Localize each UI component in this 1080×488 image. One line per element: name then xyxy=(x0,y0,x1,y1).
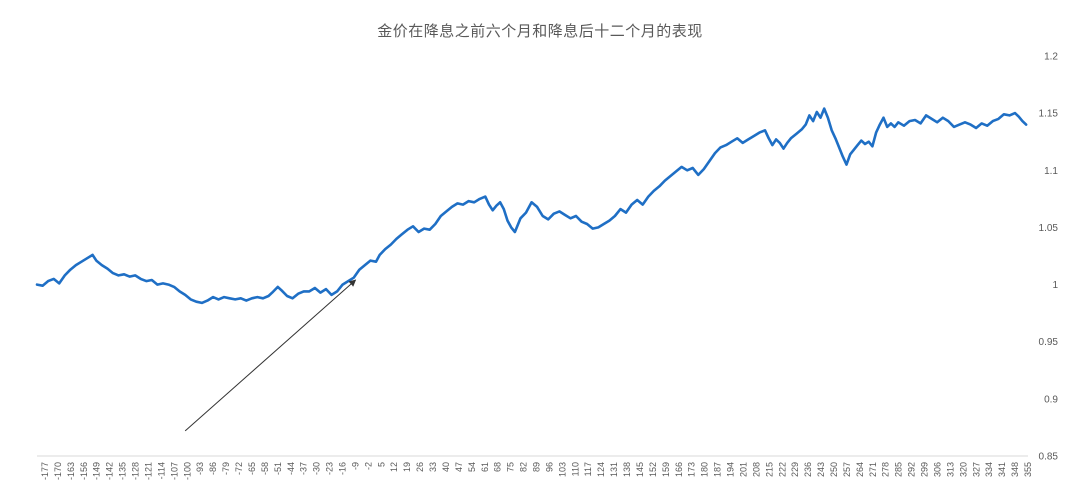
x-tick-label: -93 xyxy=(195,462,205,475)
y-tick-label: 0.9 xyxy=(1044,394,1058,405)
x-tick-label: -23 xyxy=(325,462,335,475)
x-tick-label: -142 xyxy=(105,462,115,480)
x-tick-label: 89 xyxy=(532,462,542,472)
x-tick-label: -51 xyxy=(273,462,283,475)
x-tick-label: 285 xyxy=(894,462,904,477)
x-tick-label: -170 xyxy=(53,462,63,480)
series-line xyxy=(35,107,1028,305)
x-tick-label: 201 xyxy=(738,462,748,477)
x-tick-label: -58 xyxy=(260,462,270,475)
y-tick-label: 1.15 xyxy=(1039,109,1059,120)
x-tick-label: 131 xyxy=(609,462,619,477)
x-tick-label: 68 xyxy=(493,462,503,472)
x-tick-label: 229 xyxy=(790,462,800,477)
x-tick-label: 138 xyxy=(622,462,632,477)
x-tick-label: -128 xyxy=(131,462,141,480)
x-tick-label: 110 xyxy=(570,462,580,476)
x-tick-label: 159 xyxy=(661,462,671,477)
x-tick-label: 327 xyxy=(971,462,981,477)
x-tick-label: 124 xyxy=(596,462,606,477)
x-tick-label: -79 xyxy=(221,462,231,475)
x-tick-label: 278 xyxy=(881,462,891,477)
x-tick-label: 222 xyxy=(777,462,787,477)
x-tick-label: -163 xyxy=(66,462,76,480)
x-tick-label: 33 xyxy=(428,462,438,472)
x-tick-label: 299 xyxy=(920,462,930,477)
x-tick-label: -9 xyxy=(350,462,360,470)
x-tick-label: 173 xyxy=(687,462,697,477)
x-tick-label: -121 xyxy=(143,462,153,480)
x-tick-label: -65 xyxy=(247,462,257,475)
x-tick-label: 264 xyxy=(855,462,865,477)
x-tick-label: 75 xyxy=(506,462,516,472)
x-tick-label: -100 xyxy=(182,462,192,480)
x-tick-label: 12 xyxy=(389,462,399,472)
y-tick-label: 0.95 xyxy=(1039,337,1059,348)
x-tick-label: -37 xyxy=(299,462,309,475)
x-tick-label: 96 xyxy=(544,462,554,472)
x-tick-label: -30 xyxy=(312,462,322,475)
x-tick-label: 40 xyxy=(441,462,451,472)
x-tick-label: 250 xyxy=(829,462,839,477)
x-tick-label: 19 xyxy=(402,462,412,472)
x-tick-label: 54 xyxy=(467,462,477,472)
y-tick-label: 0.85 xyxy=(1039,452,1059,463)
x-tick-label: 145 xyxy=(635,462,645,477)
x-tick-label: 26 xyxy=(415,462,425,472)
x-tick-label: 103 xyxy=(557,462,567,477)
x-tick-label: 208 xyxy=(751,462,761,477)
x-tick-label: 257 xyxy=(842,462,852,477)
x-tick-label: 180 xyxy=(700,462,710,477)
x-tick-label: 243 xyxy=(816,462,826,477)
y-tick-label: 1.2 xyxy=(1044,52,1058,63)
x-tick-label: 341 xyxy=(997,462,1007,477)
x-tick-label: 166 xyxy=(674,462,684,477)
x-tick-label: 236 xyxy=(803,462,813,477)
x-tick-label: 152 xyxy=(648,462,658,477)
x-tick-label: 313 xyxy=(945,462,955,477)
x-tick-label: 348 xyxy=(1010,462,1020,477)
x-tick-label: -149 xyxy=(92,462,102,480)
x-tick-label: -2 xyxy=(363,462,373,470)
y-tick-label: 1.1 xyxy=(1044,166,1058,177)
x-tick-label: 306 xyxy=(932,462,942,477)
chart-title: 金价在降息之前六个月和降息后十二个月的表现 xyxy=(377,22,703,40)
x-tick-label: -114 xyxy=(156,462,166,479)
x-tick-label: 194 xyxy=(726,462,736,477)
x-tick-label: 320 xyxy=(958,462,968,477)
x-tick-label: -72 xyxy=(234,462,244,475)
x-tick-label: -135 xyxy=(118,462,128,480)
x-tick-label: 61 xyxy=(480,462,490,472)
x-tick-label: 82 xyxy=(519,462,529,472)
x-tick-label: -86 xyxy=(208,462,218,475)
x-tick-label: -156 xyxy=(79,462,89,480)
x-tick-label: 215 xyxy=(764,462,774,477)
x-tick-label: -177 xyxy=(40,462,50,480)
annotation-arrow xyxy=(184,279,357,432)
x-tick-label: 47 xyxy=(454,462,464,472)
x-tick-label: -16 xyxy=(337,462,347,475)
x-tick-label: 5 xyxy=(376,462,386,467)
x-tick-label: 271 xyxy=(868,462,878,477)
y-tick-label: 1.05 xyxy=(1039,223,1059,234)
x-tick-label: 334 xyxy=(984,462,994,477)
x-tick-label: 117 xyxy=(583,462,593,476)
x-tick-label: 292 xyxy=(907,462,917,477)
x-tick-label: -107 xyxy=(169,462,179,480)
x-tick-label: 355 xyxy=(1023,462,1033,477)
x-tick-label: -44 xyxy=(286,462,296,475)
y-tick-label: 1 xyxy=(1052,280,1058,291)
x-tick-label: 187 xyxy=(713,462,723,477)
